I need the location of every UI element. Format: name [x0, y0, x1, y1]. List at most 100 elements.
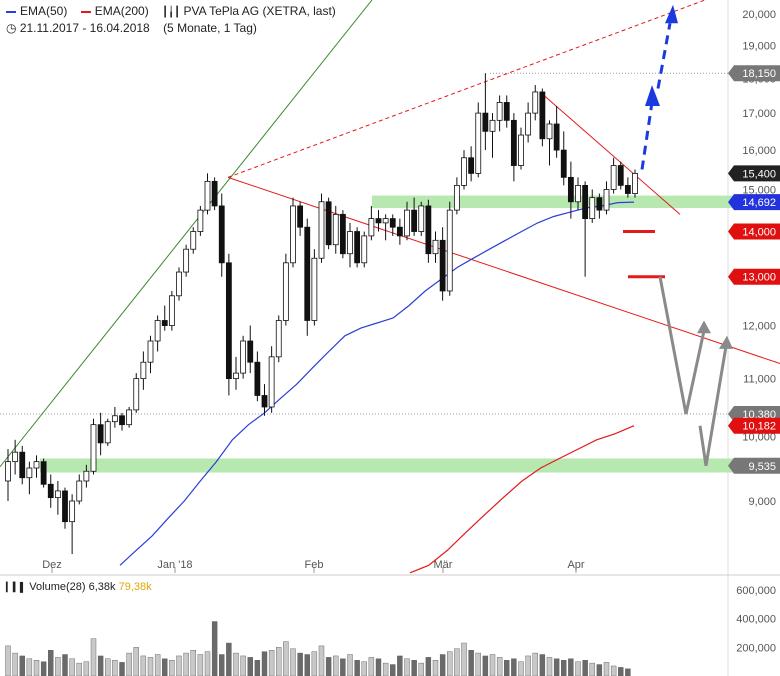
ema200-line [409, 425, 635, 574]
ema200-label: EMA(200) [94, 4, 149, 18]
volume-bar [496, 657, 503, 676]
candle-body [154, 320, 161, 342]
candle-body [5, 461, 11, 482]
candle-body [404, 209, 410, 237]
candle-body [325, 201, 332, 246]
volume-bar [240, 655, 246, 676]
candle-body [425, 205, 432, 255]
candle-body [140, 361, 147, 380]
candle-body [204, 180, 211, 211]
price-tag-label: 14,692 [742, 197, 776, 209]
volume-bar [26, 658, 33, 676]
price-tag-label: 18,150 [742, 68, 776, 80]
volume-bar [97, 655, 104, 676]
candle-body [282, 262, 289, 321]
volume-bar [268, 650, 275, 676]
candle-body [83, 470, 90, 482]
volume-bar [169, 660, 175, 676]
volume-bar [425, 657, 432, 676]
candle-body [382, 218, 389, 224]
volume-avg: 79,38k [118, 581, 152, 593]
ema50-swatch [6, 10, 16, 13]
period-legend: ◷ 21.11.2017 - 16.04.2018 (5 Monate, 1 T… [6, 21, 257, 35]
candle-body [489, 119, 496, 132]
volume-bar [333, 655, 339, 676]
y-tick-label: 9,000 [748, 496, 776, 508]
volume-bar [226, 642, 232, 676]
blue-projection-arrow [640, 22, 672, 170]
volume-bar [546, 657, 553, 676]
volume-bar [340, 658, 346, 676]
volume-bar [461, 642, 467, 676]
volume-bar [397, 655, 403, 676]
y-tick-label: 20,000 [742, 9, 776, 21]
candle-body [218, 205, 225, 264]
volume-bar [254, 660, 261, 676]
candle-body [496, 102, 503, 121]
y-tick-label: 11,000 [743, 374, 776, 386]
volume-bar [454, 648, 460, 676]
volume-bar [204, 651, 211, 676]
volume-bar [482, 655, 489, 676]
volume-bar [133, 647, 139, 676]
volume-icon: ▎▍▌ [6, 582, 27, 592]
candle-body [104, 421, 111, 444]
grey-arrowhead-2 [719, 335, 733, 349]
price-tag-label: 10,182 [742, 421, 776, 433]
grey-arrowhead-1 [697, 320, 711, 334]
period-range: 21.11.2017 - 16.04.2018 [19, 21, 150, 35]
candle-body [389, 218, 396, 228]
volume-bar [504, 660, 510, 676]
volume-bar [147, 657, 154, 676]
period-note: (5 Monate, 1 Tag) [163, 21, 257, 35]
volume-bar [404, 658, 410, 676]
x-tick-label: Mär [434, 559, 453, 571]
volume-bar [190, 650, 196, 676]
volume-bar [33, 660, 40, 676]
price-tag-label: 9,535 [748, 461, 776, 473]
candle-body [610, 165, 617, 190]
candle-body [553, 123, 560, 151]
candle-body [297, 205, 304, 228]
candle-body [589, 197, 596, 220]
volume-bar [411, 660, 417, 676]
candle-body [147, 340, 154, 363]
price-tag [728, 457, 780, 474]
candle-body [560, 149, 567, 178]
candle-body [183, 248, 190, 273]
candle-body [339, 213, 346, 255]
candle-body [247, 340, 254, 363]
candle-body [603, 189, 610, 211]
candle-body [411, 209, 418, 232]
candle-body [62, 490, 68, 523]
volume-bar [518, 661, 524, 676]
grey-projection-arrow-2 [698, 345, 728, 467]
volume-bar [211, 621, 218, 676]
volume-bar [432, 660, 439, 676]
y-tick-label: 16,000 [742, 145, 776, 157]
candle-body [361, 235, 368, 264]
volume-legend: ▎▍▌ Volume(28) 6,38k 79,38k [6, 581, 152, 593]
candle-body [318, 201, 325, 259]
support-zone [40, 458, 780, 473]
candle-body [211, 180, 218, 207]
candle-body [197, 209, 204, 232]
candle-body [261, 395, 268, 408]
candle-icon: ┃╽┃ [162, 7, 181, 18]
volume-bar [48, 650, 54, 676]
candle-body [596, 197, 603, 211]
volume-bar [162, 658, 168, 676]
y-tick-label: 15,000 [742, 184, 776, 196]
volume-bar [83, 661, 90, 676]
x-tick-label: Dez [42, 559, 62, 571]
volume-bar [596, 664, 603, 676]
candle-body [133, 378, 140, 411]
volume-bar [582, 660, 588, 676]
candle-body [161, 320, 168, 326]
volume-bar [325, 657, 332, 676]
volume-bar [347, 654, 353, 676]
volume-bar [233, 652, 239, 676]
volume-bar [105, 658, 111, 676]
price-tag-label: 13,000 [742, 272, 776, 284]
